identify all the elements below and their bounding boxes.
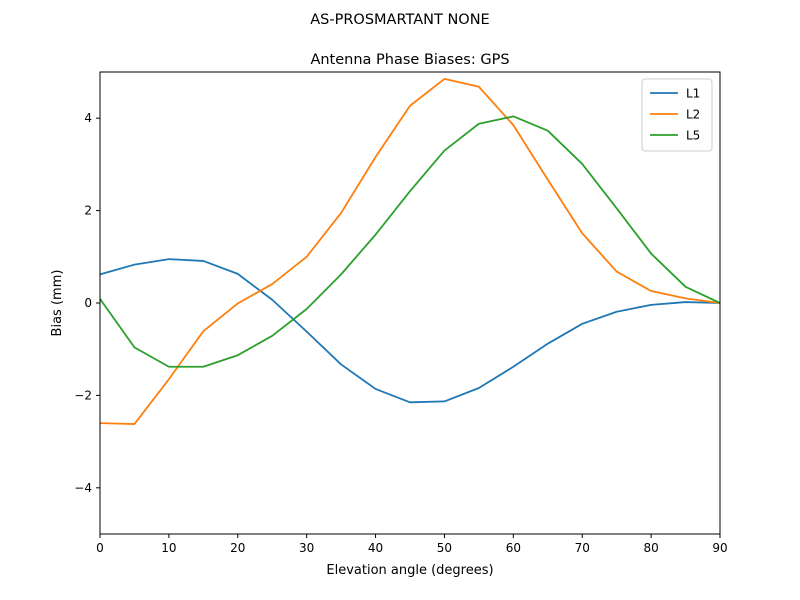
x-axis-label: Elevation angle (degrees) <box>326 563 493 578</box>
x-tick-label: 90 <box>712 541 727 555</box>
y-tick-label: 2 <box>84 204 92 218</box>
x-tick-label: 50 <box>437 541 452 555</box>
chart-title: Antenna Phase Biases: GPS <box>310 52 509 68</box>
y-tick-label: −4 <box>74 481 92 495</box>
x-tick-label: 20 <box>230 541 245 555</box>
y-tick-label: 4 <box>84 111 92 125</box>
x-tick-label: 0 <box>96 541 104 555</box>
series-line-l2 <box>99 78 721 425</box>
legend-label-l2: L2 <box>686 108 700 122</box>
series-line-l1 <box>99 258 721 404</box>
x-tick-label: 40 <box>368 541 383 555</box>
legend: L1 L2 L5 <box>641 78 713 152</box>
plot-area <box>99 78 721 425</box>
legend-box <box>641 78 713 152</box>
y-tick-label: 0 <box>84 296 92 310</box>
legend-label-l5: L5 <box>686 129 700 143</box>
chart-suptitle: AS-PROSMARTANT NONE <box>310 12 489 28</box>
y-axis-label: Bias (mm) <box>50 270 65 337</box>
legend-label-l1: L1 <box>686 87 700 101</box>
x-tick-label: 60 <box>506 541 521 555</box>
x-tick-label: 30 <box>299 541 314 555</box>
x-tick-label: 70 <box>575 541 590 555</box>
y-tick-label: −2 <box>74 388 92 402</box>
x-tick-label: 80 <box>643 541 658 555</box>
series-line-l5 <box>99 115 721 368</box>
x-axis-ticks: 0 10 20 30 40 50 60 70 80 90 <box>96 534 728 555</box>
x-tick-label: 10 <box>161 541 176 555</box>
y-axis-ticks: −4 −2 0 2 4 <box>74 111 100 495</box>
